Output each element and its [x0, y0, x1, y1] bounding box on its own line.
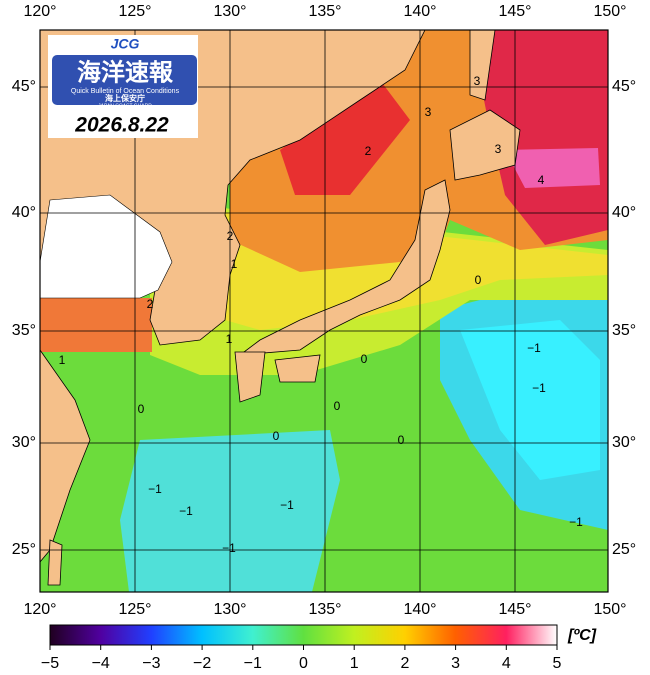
colorbar-label: 3: [451, 655, 460, 672]
contour-label: −1: [532, 381, 546, 395]
colorbar-label: 1: [350, 655, 359, 672]
date: 2026.8.22: [74, 114, 169, 137]
contour-label: 2: [147, 297, 154, 311]
contour-label: −1: [222, 541, 236, 555]
contour-label: 1: [231, 257, 238, 271]
lon-label: 120°: [23, 3, 56, 20]
contour-label: 0: [138, 402, 145, 416]
lon-label: 140°: [403, 601, 436, 618]
map-frame: [39, 29, 609, 593]
lat-label: 45°: [612, 78, 636, 95]
lon-label: 140°: [403, 3, 436, 20]
logo: JCG 海洋速報 Quick Bulletin of Ocean Conditi…: [48, 35, 198, 138]
contour-label: −1: [179, 504, 193, 518]
colorbar-label: −5: [41, 655, 59, 672]
lat-label: 25°: [612, 541, 636, 558]
contour-label: −1: [527, 341, 541, 355]
contour-label: 3: [425, 105, 432, 119]
colorbar-label: 5: [553, 655, 562, 672]
lat-label: 40°: [12, 204, 36, 221]
colorbar-unit: [ºC]: [567, 627, 597, 644]
contour-label: 2: [365, 144, 372, 158]
lon-label: 130°: [213, 601, 246, 618]
lon-label: 130°: [213, 3, 246, 20]
contour-label: 0: [334, 399, 341, 413]
contour-label: 3: [495, 142, 502, 156]
colorbar-label: −2: [193, 655, 211, 672]
lon-label: 135°: [308, 3, 341, 20]
lon-label: 150°: [593, 601, 626, 618]
lat-label: 30°: [612, 434, 636, 451]
lat-label: 40°: [612, 204, 636, 221]
lon-label: 150°: [593, 3, 626, 20]
logo-subtitle: Quick Bulletin of Ocean Conditions: [71, 88, 180, 95]
logo-agency: 海上保安庁: [105, 93, 145, 103]
logo-agency-en: JAPAN COAST GUARD: [98, 103, 152, 109]
colorbar-label: −4: [92, 655, 110, 672]
lon-label: 135°: [308, 601, 341, 618]
logo-title: 海洋速報: [77, 58, 174, 86]
lon-label: 120°: [23, 601, 56, 618]
contour-label: 2: [227, 229, 234, 243]
contour-label: −1: [569, 515, 583, 529]
colorbar: [49, 624, 558, 646]
axes: 120°120°125°125°130°130°135°135°140°140°…: [12, 3, 636, 672]
logo-brand: JCG: [111, 36, 140, 52]
lon-label: 145°: [498, 3, 531, 20]
contour-label: −1: [280, 498, 294, 512]
lat-label: 45°: [12, 78, 36, 95]
logo-badge: [52, 55, 197, 105]
contour-label: 0: [273, 429, 280, 443]
colorbar-label: 2: [400, 655, 409, 672]
contour-label: 1: [226, 332, 233, 346]
colorbar-label: 4: [502, 655, 511, 672]
colorbar-label: −3: [142, 655, 160, 672]
contour-label: 0: [475, 273, 482, 287]
contour-label: 4: [538, 173, 545, 187]
colorbar-label: −1: [244, 655, 262, 672]
contour-label: 0: [361, 352, 368, 366]
lon-label: 125°: [118, 601, 151, 618]
lat-label: 35°: [12, 322, 36, 339]
contour-label: 3: [474, 74, 481, 88]
lat-label: 35°: [612, 322, 636, 339]
contour-label: 1: [59, 353, 66, 367]
map: [40, 30, 608, 592]
contour-label: −1: [148, 482, 162, 496]
lat-label: 30°: [12, 434, 36, 451]
contour-labels: 3 2 3 3 4 2 1 2 1 0 0 1 0 0 0 −1 −1 −1 −1 −1 −1 −1 0: [59, 74, 584, 555]
lon-label: 145°: [498, 601, 531, 618]
lat-label: 25°: [12, 541, 36, 558]
lon-label: 125°: [118, 3, 151, 20]
contour-label: 0: [398, 433, 405, 447]
colorbar-label: 0: [299, 655, 308, 672]
